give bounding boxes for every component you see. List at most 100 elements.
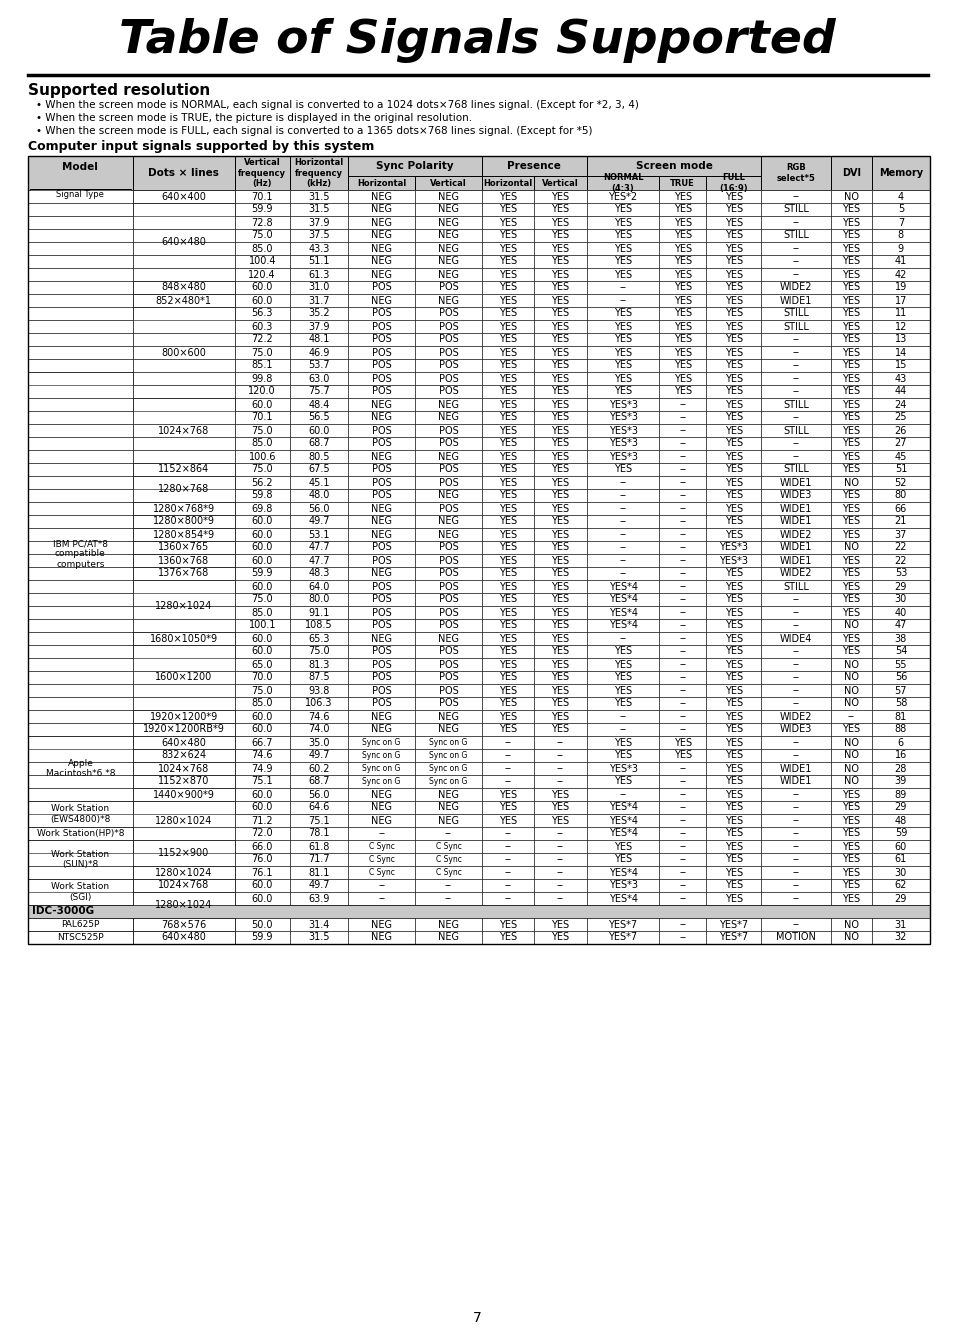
Text: YES: YES (723, 686, 741, 695)
Bar (132, 293, 234, 307)
Bar (415, 645, 481, 658)
Bar (415, 632, 481, 645)
Text: NEG: NEG (371, 269, 392, 280)
Bar (705, 671, 760, 683)
Text: WIDE1: WIDE1 (780, 477, 812, 488)
Text: YES: YES (551, 413, 569, 422)
Text: 1152×864: 1152×864 (158, 465, 209, 474)
Bar (28, 724, 132, 736)
Bar (28, 334, 132, 346)
Text: 81.1: 81.1 (308, 867, 330, 878)
Text: YES: YES (551, 582, 569, 591)
Bar (871, 671, 929, 683)
Bar (830, 155, 871, 190)
Text: YES: YES (498, 568, 517, 579)
Text: YES*4: YES*4 (608, 607, 637, 618)
Bar (234, 567, 290, 580)
Text: YES: YES (498, 335, 517, 344)
Bar (290, 879, 348, 892)
Text: 48.1: 48.1 (308, 335, 330, 344)
Text: 768×576: 768×576 (161, 919, 206, 930)
Bar (348, 502, 415, 515)
Text: POS: POS (438, 646, 457, 657)
Bar (586, 840, 659, 854)
Bar (234, 749, 290, 762)
Text: POS: POS (438, 438, 457, 449)
Text: POS: POS (372, 335, 391, 344)
Bar (28, 320, 132, 334)
Text: YES: YES (673, 308, 691, 319)
Text: NEG: NEG (371, 568, 392, 579)
Text: --: -- (792, 217, 799, 228)
Text: YES: YES (841, 308, 860, 319)
Text: 26: 26 (894, 426, 906, 436)
Bar (760, 334, 830, 346)
Text: YES: YES (551, 789, 569, 800)
Bar (705, 398, 760, 411)
Bar (415, 580, 481, 594)
Text: YES*4: YES*4 (608, 867, 637, 878)
Text: YES: YES (498, 452, 517, 461)
Text: 60.0: 60.0 (252, 529, 273, 540)
Text: YES: YES (673, 360, 691, 370)
Text: YES: YES (498, 347, 517, 358)
Text: 9: 9 (897, 244, 903, 253)
Bar (132, 645, 234, 710)
Bar (234, 190, 290, 202)
Bar (659, 724, 705, 736)
Bar (28, 489, 132, 502)
Bar (415, 866, 481, 879)
Text: YES: YES (841, 374, 860, 383)
Bar (659, 879, 705, 892)
Text: POS: POS (438, 335, 457, 344)
Text: 66.0: 66.0 (252, 842, 273, 851)
Bar (132, 619, 234, 632)
Text: 74.0: 74.0 (308, 725, 330, 734)
Text: --: -- (792, 686, 799, 695)
Bar (348, 293, 415, 307)
Text: YES: YES (551, 504, 569, 513)
Bar (760, 202, 830, 216)
Bar (534, 243, 586, 255)
Text: 800×600: 800×600 (161, 347, 206, 358)
Bar (28, 866, 132, 879)
Bar (830, 553, 871, 567)
Text: YES*3: YES*3 (608, 764, 637, 773)
Text: YES: YES (723, 816, 741, 825)
Bar (28, 931, 132, 943)
Bar (28, 243, 132, 255)
Bar (659, 176, 705, 190)
Text: YES: YES (498, 556, 517, 565)
Text: YES: YES (614, 360, 632, 370)
Bar (132, 437, 234, 450)
Bar (659, 813, 705, 827)
Bar (481, 567, 534, 580)
Bar (871, 411, 929, 423)
Bar (586, 827, 659, 840)
Bar (871, 632, 929, 645)
Text: NEG: NEG (371, 452, 392, 461)
Text: YES: YES (841, 256, 860, 267)
Bar (481, 658, 534, 671)
Text: YES: YES (673, 230, 691, 240)
Text: 31.4: 31.4 (308, 919, 330, 930)
Bar (234, 645, 290, 658)
Text: --: -- (504, 894, 511, 903)
Bar (871, 476, 929, 489)
Bar (290, 476, 348, 489)
Text: --: -- (557, 855, 563, 864)
Text: --: -- (557, 750, 563, 761)
Bar (234, 411, 290, 423)
Bar (534, 528, 586, 541)
Bar (290, 216, 348, 229)
Bar (234, 632, 290, 645)
Bar (481, 202, 534, 216)
Bar (348, 892, 415, 905)
Text: YES: YES (723, 230, 741, 240)
Bar (132, 788, 234, 801)
Bar (415, 606, 481, 619)
Bar (659, 854, 705, 866)
Bar (534, 671, 586, 683)
Bar (234, 346, 290, 359)
Text: YES: YES (841, 880, 860, 891)
